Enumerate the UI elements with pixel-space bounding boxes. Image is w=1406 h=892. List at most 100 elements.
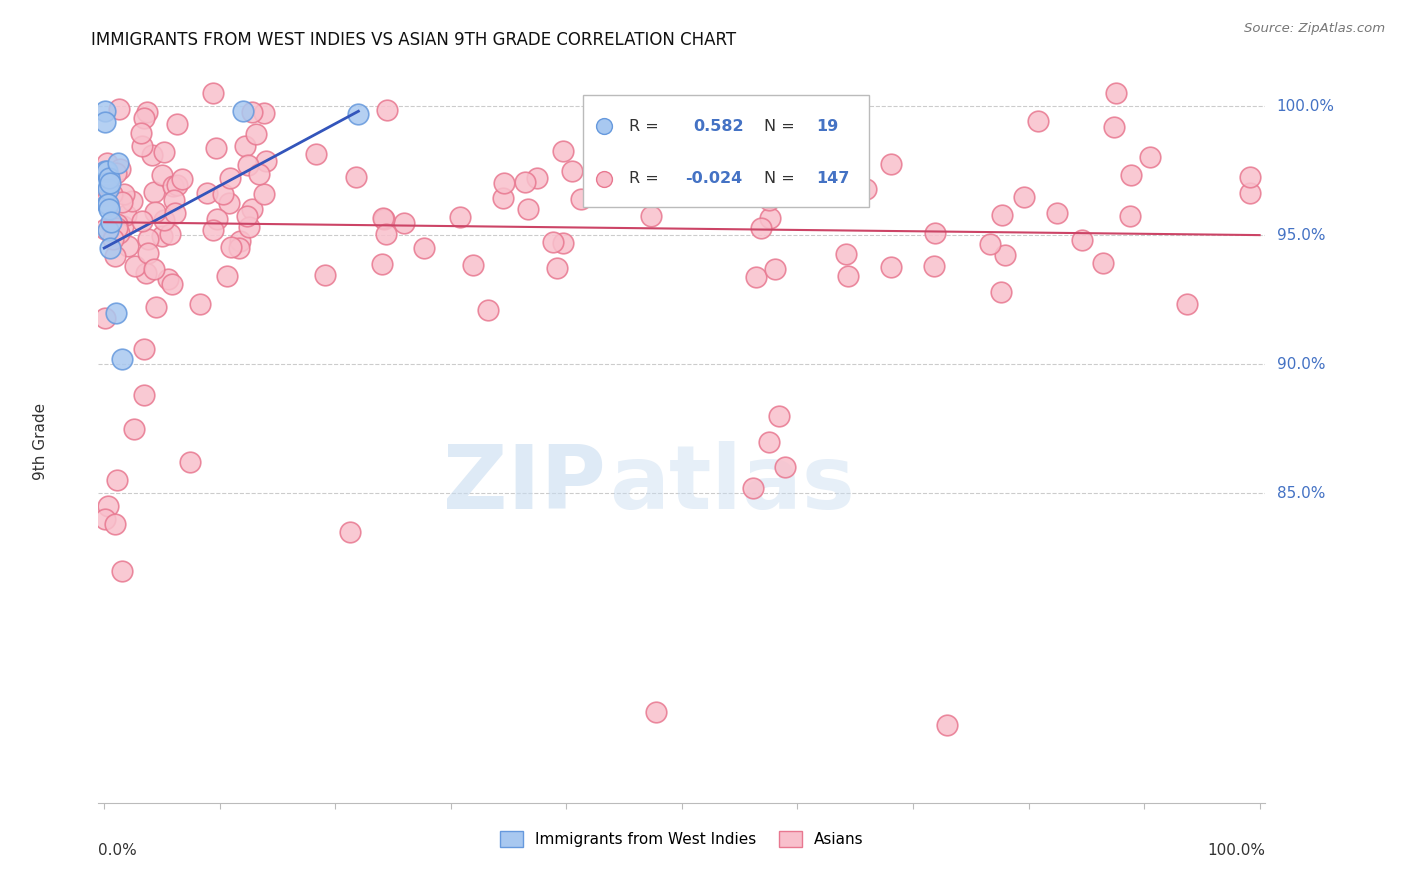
Point bbox=[1239, 169, 1261, 184]
Point bbox=[994, 248, 1017, 262]
Point bbox=[371, 257, 394, 271]
Point bbox=[1105, 86, 1128, 100]
Point bbox=[132, 388, 155, 402]
Point bbox=[561, 164, 583, 178]
Point bbox=[742, 481, 765, 495]
FancyBboxPatch shape bbox=[582, 95, 869, 207]
Point bbox=[215, 268, 238, 283]
Point bbox=[101, 219, 124, 234]
Text: 9th Grade: 9th Grade bbox=[32, 403, 48, 480]
Point bbox=[371, 211, 394, 225]
Point bbox=[477, 303, 499, 318]
Point bbox=[768, 409, 790, 423]
Point bbox=[553, 235, 575, 250]
Point bbox=[256, 154, 278, 169]
Point bbox=[107, 156, 129, 170]
Point bbox=[375, 103, 398, 118]
Point bbox=[105, 473, 128, 487]
Point bbox=[131, 126, 153, 140]
Point bbox=[494, 176, 516, 190]
Point bbox=[979, 236, 1001, 251]
Point bbox=[211, 186, 233, 201]
Point bbox=[706, 184, 728, 198]
Point bbox=[105, 217, 128, 231]
Point bbox=[247, 167, 270, 181]
Text: 100.0%: 100.0% bbox=[1208, 843, 1265, 857]
Point bbox=[124, 259, 146, 273]
Point bbox=[166, 178, 188, 192]
Point bbox=[1139, 150, 1161, 164]
Text: 90.0%: 90.0% bbox=[1277, 357, 1324, 372]
Point bbox=[935, 718, 957, 732]
Point bbox=[526, 171, 548, 186]
Point bbox=[132, 111, 155, 125]
Point bbox=[392, 216, 415, 230]
Point bbox=[305, 146, 328, 161]
Point bbox=[115, 208, 138, 222]
Point bbox=[758, 434, 780, 449]
Point bbox=[232, 104, 254, 119]
Point bbox=[835, 247, 858, 261]
Point bbox=[152, 169, 174, 183]
Point bbox=[135, 266, 157, 280]
Point bbox=[163, 194, 186, 208]
Point bbox=[1071, 233, 1094, 247]
Point bbox=[374, 227, 396, 241]
Point bbox=[163, 206, 186, 220]
Point bbox=[143, 204, 166, 219]
Text: 0.582: 0.582 bbox=[693, 119, 744, 134]
Point bbox=[922, 259, 945, 273]
Point bbox=[240, 105, 263, 120]
Point bbox=[253, 106, 276, 120]
Point bbox=[105, 165, 128, 179]
Point bbox=[373, 211, 395, 226]
Point bbox=[142, 185, 165, 199]
Point bbox=[97, 223, 120, 237]
Point bbox=[228, 241, 250, 255]
Text: N =: N = bbox=[763, 171, 794, 186]
Point bbox=[97, 197, 120, 211]
Point bbox=[96, 499, 118, 513]
Point bbox=[541, 235, 564, 249]
Text: 147: 147 bbox=[815, 171, 849, 186]
Point bbox=[1046, 206, 1069, 220]
Point bbox=[1012, 190, 1035, 204]
Text: Source: ZipAtlas.com: Source: ZipAtlas.com bbox=[1244, 22, 1385, 36]
Text: R =: R = bbox=[630, 119, 659, 134]
Point bbox=[787, 130, 810, 145]
Point bbox=[880, 157, 903, 171]
Point bbox=[229, 234, 252, 248]
Point bbox=[132, 342, 155, 356]
Point bbox=[153, 145, 176, 160]
Point bbox=[94, 311, 117, 326]
Point bbox=[880, 260, 903, 274]
Point bbox=[136, 104, 159, 119]
Point bbox=[142, 261, 165, 276]
Point bbox=[104, 517, 127, 532]
Text: 100.0%: 100.0% bbox=[1277, 99, 1334, 113]
Point bbox=[94, 188, 117, 202]
Point bbox=[117, 238, 139, 252]
Point bbox=[235, 210, 257, 224]
Point bbox=[744, 270, 766, 285]
Point bbox=[339, 524, 361, 539]
Point bbox=[593, 450, 616, 465]
Point bbox=[763, 261, 786, 276]
Point bbox=[94, 222, 117, 236]
Point bbox=[121, 194, 143, 208]
Point bbox=[156, 272, 179, 286]
Point bbox=[1239, 186, 1261, 200]
Point bbox=[1119, 209, 1142, 223]
Point bbox=[98, 177, 121, 191]
Point bbox=[162, 277, 184, 291]
Point bbox=[96, 163, 118, 178]
Point bbox=[136, 245, 159, 260]
Point bbox=[413, 241, 436, 255]
Point bbox=[111, 564, 134, 578]
Point bbox=[96, 156, 118, 170]
Point bbox=[240, 202, 263, 216]
Point bbox=[449, 210, 471, 224]
Point bbox=[1175, 297, 1198, 311]
Point bbox=[758, 193, 780, 207]
Point bbox=[253, 187, 276, 202]
